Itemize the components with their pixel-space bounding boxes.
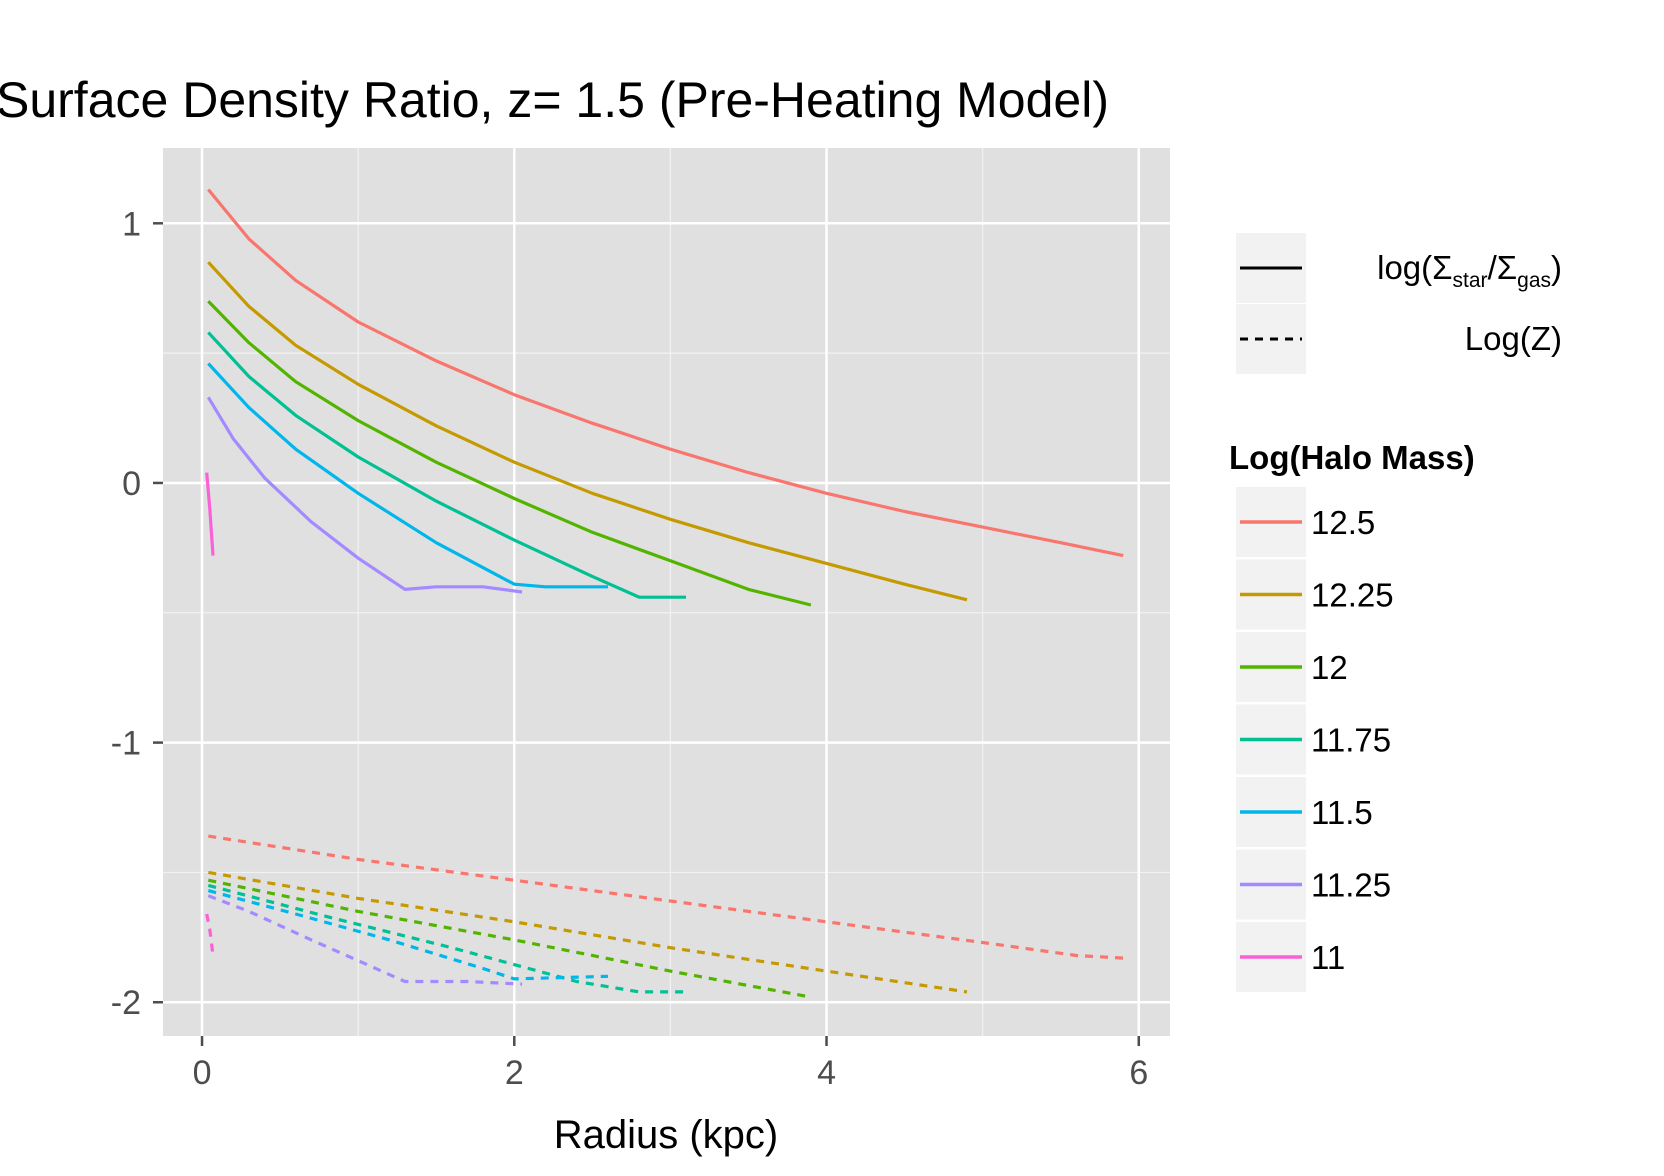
series-line-ratio	[205, 472, 215, 556]
legend-label-dashed: Log(Z)	[1465, 320, 1562, 357]
legend-solid-end: )	[1551, 249, 1562, 286]
legend-label: 12.5	[1311, 504, 1375, 541]
series-line-metallicity	[207, 889, 609, 981]
series-line-metallicity	[208, 870, 968, 994]
plot-panel	[163, 148, 1170, 1036]
series-lines	[205, 188, 1124, 999]
series-line-ratio	[207, 188, 1124, 558]
series-line-ratio	[207, 261, 968, 602]
minor-gridlines	[163, 148, 1170, 1036]
series-line-metallicity	[207, 894, 523, 986]
x-tick-label: 0	[193, 1054, 212, 1092]
series-line-metallicity	[205, 913, 215, 956]
y-tick-label: -1	[111, 725, 141, 763]
series-line-metallicity	[208, 834, 1124, 960]
x-tick-label: 2	[505, 1054, 524, 1092]
x-axis: 0 2 4 6	[193, 1036, 1148, 1092]
legend-label: 11.5	[1311, 794, 1373, 831]
series-line-ratio	[207, 331, 686, 599]
legend-solid-mid: /Σ	[1488, 249, 1518, 286]
y-tick-label: 1	[122, 205, 141, 243]
x-tick-label: 4	[817, 1054, 836, 1092]
series-line-metallicity	[207, 883, 686, 994]
color-legend: 12.5 12.25 12 11.75 11.5 11.25 11	[1236, 487, 1394, 992]
color-legend-title: Log(Halo Mass)	[1229, 439, 1475, 476]
x-axis-label: Radius (kpc)	[554, 1113, 779, 1157]
legend-label-solid: log(Σstar/Σgas)	[1377, 249, 1562, 292]
legend-label: 12.25	[1311, 577, 1394, 614]
major-gridlines	[163, 148, 1170, 1036]
legend-label: 11.75	[1311, 722, 1391, 759]
y-tick-label: 0	[122, 465, 141, 503]
linetype-legend: log(Σstar/Σgas) Log(Z)	[1236, 233, 1562, 374]
legend-label: 11	[1311, 939, 1345, 976]
chart-title: Surface Density Ratio, z= 1.5 (Pre-Heati…	[0, 72, 1109, 128]
x-tick-label: 6	[1129, 1054, 1148, 1092]
series-line-ratio	[207, 362, 608, 589]
y-axis: 1 0 -1 -2	[111, 205, 163, 1022]
y-tick-label: -2	[111, 984, 141, 1022]
legend-label: 12	[1311, 649, 1348, 686]
legend-solid-main: log(Σ	[1377, 249, 1452, 286]
series-line-ratio	[206, 396, 523, 594]
legend-solid-sub2: gas	[1517, 269, 1551, 292]
series-line-ratio	[207, 300, 812, 607]
legend-solid-sub1: star	[1453, 269, 1488, 292]
legend-label: 11.25	[1311, 867, 1391, 904]
